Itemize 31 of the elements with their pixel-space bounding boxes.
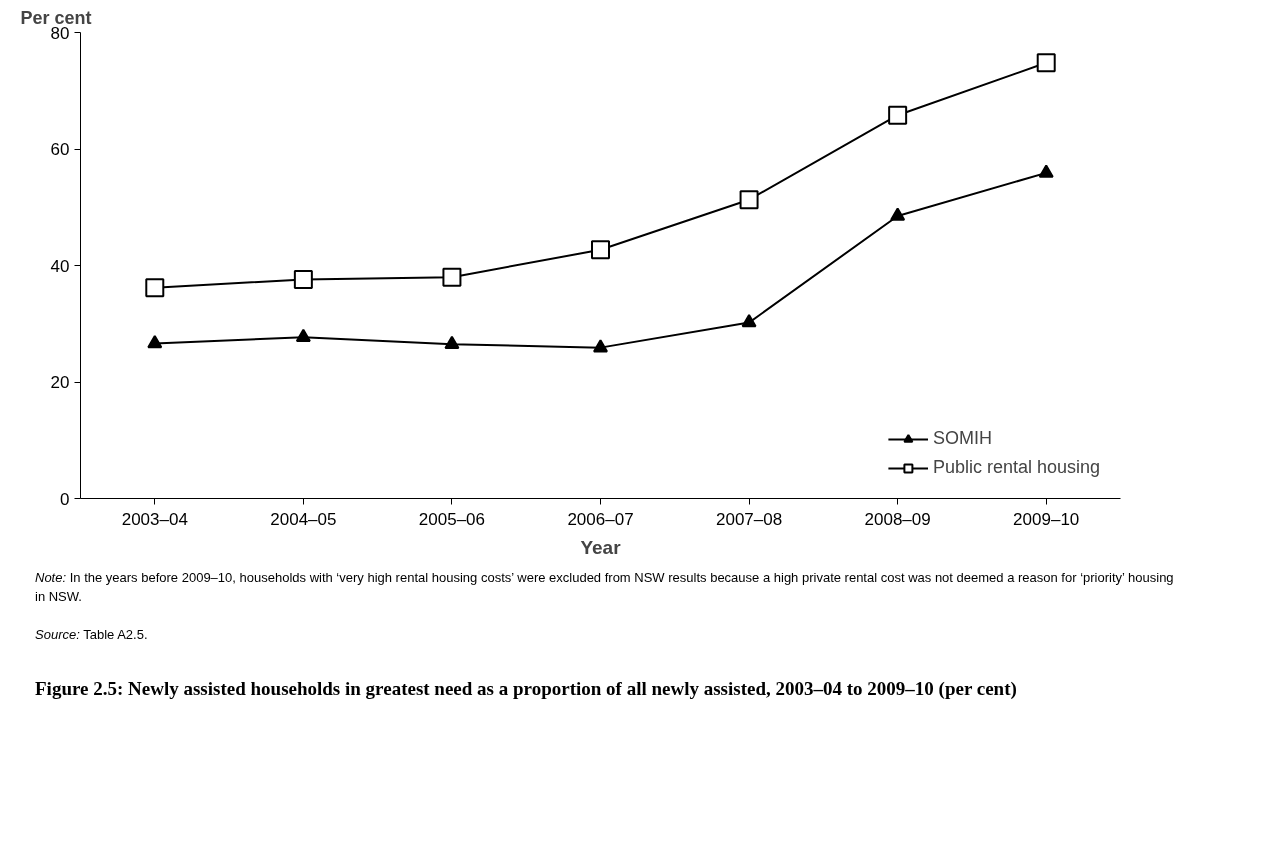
point xyxy=(293,269,313,289)
y-tick-label: 40 xyxy=(50,256,70,276)
legend-label: SOMIH xyxy=(932,428,992,449)
text: Note: In the years before 2009–10, households with ‘very high rental housing costs’ were excluded from NSW results because a high private rental cost was not deemed a reason for ‘priority’ housing in NSW. xyxy=(35,569,1175,606)
point xyxy=(145,278,165,298)
x-tick-label: 2009–10 xyxy=(1013,509,1080,529)
x-tick-label: 2003–04 xyxy=(121,509,188,529)
point xyxy=(1036,53,1056,73)
source-note: Source: Table A2.5. xyxy=(35,626,149,645)
point xyxy=(741,314,757,328)
text: Figure 2.5: Newly assisted households in greatest need as a proportion of all newly assisted, 2003–04 to 2009–10 (per cent) xyxy=(35,676,1018,701)
x-tick-label: 2004–05 xyxy=(270,509,337,529)
x-tick-label: 2007–08 xyxy=(715,509,783,529)
x-tick-label: 2008–09 xyxy=(864,509,931,529)
y-tick-label: 60 xyxy=(50,140,70,159)
point xyxy=(890,207,906,221)
point xyxy=(1038,164,1054,178)
y-tick-label: 20 xyxy=(50,373,70,392)
point xyxy=(888,105,908,125)
x-tick-label: 2005–06 xyxy=(418,509,486,529)
point xyxy=(591,240,610,260)
x-axis-title: Year xyxy=(580,536,622,558)
x-tick-label: 2006–07 xyxy=(567,509,634,529)
point xyxy=(295,328,311,342)
point xyxy=(593,339,608,353)
y-tick-label: 0 xyxy=(60,489,70,509)
point xyxy=(147,335,163,349)
point xyxy=(442,267,462,287)
point xyxy=(444,335,460,349)
legend-label: Public rental housing xyxy=(932,457,1100,478)
point xyxy=(739,190,759,210)
